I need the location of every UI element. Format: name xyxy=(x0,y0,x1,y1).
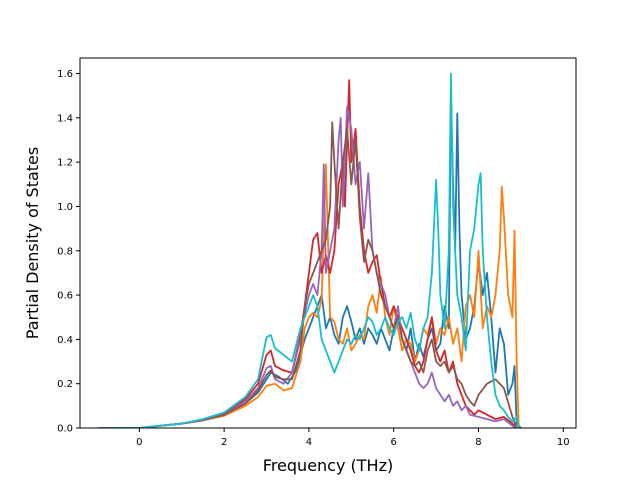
series-line-4 xyxy=(98,105,518,428)
x-axis-label: Frequency (THz) xyxy=(263,456,393,475)
series-line-2 xyxy=(98,163,520,428)
x-tick-label: 2 xyxy=(221,437,227,448)
y-axis-ticks: 0.0 0.2 0.4 0.6 0.8 1.0 1.2 1.4 1.6 xyxy=(57,69,80,435)
y-tick-label: 0.2 xyxy=(57,379,73,390)
x-tick-label: 10 xyxy=(557,437,570,448)
x-axis-ticks: 0 2 4 6 8 10 xyxy=(136,428,570,448)
y-tick-label: 0.0 xyxy=(57,424,73,435)
y-tick-label: 1.6 xyxy=(57,69,73,80)
y-tick-label: 1.0 xyxy=(57,202,73,213)
series-line-6 xyxy=(98,72,520,428)
y-tick-label: 0.6 xyxy=(57,291,73,302)
y-tick-label: 0.8 xyxy=(57,246,73,257)
x-tick-label: 4 xyxy=(306,437,312,448)
x-tick-label: 6 xyxy=(391,437,397,448)
y-axis-label: Partial Density of States xyxy=(23,147,42,339)
plot-frame xyxy=(79,57,577,429)
x-tick-label: 0 xyxy=(136,437,142,448)
y-tick-label: 1.4 xyxy=(57,113,73,124)
series-layer xyxy=(98,72,522,428)
y-tick-label: 0.4 xyxy=(57,335,73,346)
y-tick-label: 1.2 xyxy=(57,158,73,169)
series-line-5 xyxy=(98,121,518,428)
x-tick-label: 8 xyxy=(475,437,481,448)
